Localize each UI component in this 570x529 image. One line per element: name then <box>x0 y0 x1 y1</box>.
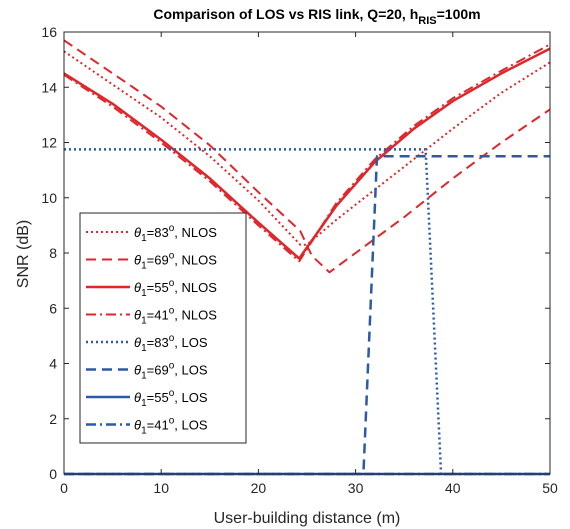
legend-label-part-4: o <box>169 223 175 234</box>
legend-label-part-2: 1 <box>141 288 147 299</box>
legend-label-part-1: θ <box>134 363 141 378</box>
legend-label-part-1: θ <box>134 253 141 268</box>
x-tick-label: 40 <box>445 480 461 496</box>
legend-label-6: θ1=69o, LOS <box>134 361 208 382</box>
y-tick-label: 6 <box>49 300 57 316</box>
x-tick-label: 30 <box>348 480 364 496</box>
chart-title: Comparison of LOS vs RIS link, Q=20, hRI… <box>153 6 480 27</box>
y-tick-label: 4 <box>49 356 57 372</box>
legend-label-part-2: 1 <box>141 343 147 354</box>
x-tick-label: 10 <box>153 480 169 496</box>
legend-label-2: θ1=69o, NLOS <box>134 251 217 272</box>
legend-label-part-5: , NLOS <box>174 253 217 268</box>
legend-label-part-3: =41 <box>147 418 169 433</box>
legend-label-part-2: 1 <box>141 398 147 409</box>
legend-label-part-2: 1 <box>141 261 147 272</box>
legend-label-part-4: o <box>169 361 175 372</box>
legend-label-part-3: =41 <box>147 308 169 323</box>
legend-label-part-3: =83 <box>147 225 169 240</box>
legend-label-part-3: =55 <box>147 390 169 405</box>
x-tick-label: 20 <box>251 480 267 496</box>
legend-label-part-2: 1 <box>141 426 147 437</box>
chart-title-subscript: RIS <box>418 15 436 27</box>
legend-label-1: θ1=83o, NLOS <box>134 223 217 244</box>
legend-box <box>79 212 247 444</box>
legend-label-part-4: o <box>169 388 175 399</box>
legend-label-part-5: , LOS <box>174 390 208 405</box>
chart-title-suffix: =100m <box>437 6 481 22</box>
y-tick-label: 8 <box>49 245 57 261</box>
legend-label-part-5: , LOS <box>174 335 208 350</box>
legend-label-part-2: 1 <box>141 233 147 244</box>
x-tick-label: 0 <box>60 480 68 496</box>
legend-label-7: θ1=55o, LOS <box>134 388 208 409</box>
x-axis-label: User-building distance (m) <box>214 510 401 527</box>
legend-label-part-1: θ <box>134 335 141 350</box>
y-tick-label: 16 <box>41 24 57 40</box>
legend-label-part-3: =55 <box>147 280 169 295</box>
chart-title-main: Comparison of LOS vs RIS link, Q=20, h <box>153 6 418 22</box>
y-tick-label: 12 <box>41 135 57 151</box>
legend-label-part-5: , LOS <box>174 418 208 433</box>
legend-label-3: θ1=55o, NLOS <box>134 278 217 299</box>
legend-label-4: θ1=41o, NLOS <box>134 306 217 327</box>
legend-label-5: θ1=83o, LOS <box>134 333 208 354</box>
legend-label-part-5: , NLOS <box>174 225 217 240</box>
legend-label-part-5: , NLOS <box>174 308 217 323</box>
series-line-2 <box>63 39 551 274</box>
x-tick-label: 50 <box>542 480 558 496</box>
legend-label-part-4: o <box>169 416 175 427</box>
legend-label-part-5: , LOS <box>174 363 208 378</box>
series-line-4 <box>63 43 551 263</box>
legend-label-part-3: =69 <box>147 363 169 378</box>
legend-label-part-4: o <box>169 278 175 289</box>
legend-label-part-1: θ <box>134 225 141 240</box>
y-tick-label: 2 <box>49 411 57 427</box>
legend-label-part-1: θ <box>134 280 141 295</box>
legend-label-part-4: o <box>169 251 175 262</box>
legend-label-part-1: θ <box>134 308 141 323</box>
legend-label-part-1: θ <box>134 390 141 405</box>
legend-label-part-2: 1 <box>141 316 147 327</box>
legend-label-8: θ1=41o, LOS <box>134 416 208 437</box>
legend-label-part-4: o <box>169 306 175 317</box>
legend-label-part-3: =83 <box>147 335 169 350</box>
legend-label-part-2: 1 <box>141 371 147 382</box>
y-tick-label: 14 <box>41 79 57 95</box>
legend-label-part-4: o <box>169 333 175 344</box>
legend-label-part-3: =69 <box>147 253 169 268</box>
y-axis-label: SNR (dB) <box>15 220 32 288</box>
legend-label-part-5: , NLOS <box>174 280 217 295</box>
legend-label-part-1: θ <box>134 418 141 433</box>
y-tick-label: 0 <box>49 466 57 482</box>
y-tick-label: 10 <box>41 190 57 206</box>
